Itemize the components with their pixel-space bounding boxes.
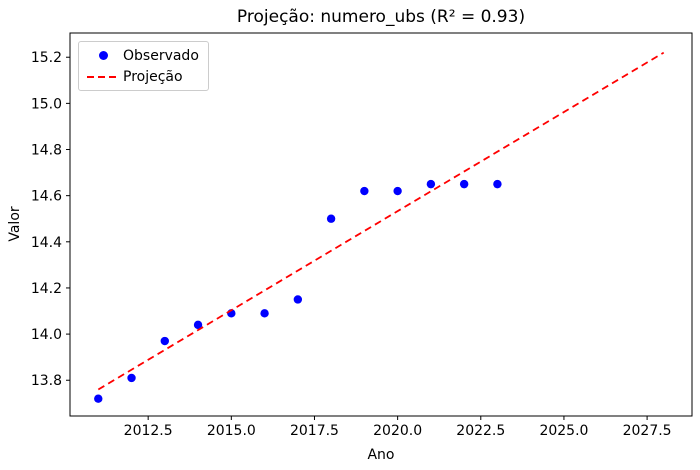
- legend-label-projecao: Projeção: [123, 68, 183, 85]
- x-tick-label: 2020.0: [373, 423, 422, 439]
- y-tick-label: 13.8: [31, 373, 62, 389]
- y-tick-label: 14.6: [31, 189, 62, 205]
- data-point-observado: [260, 309, 269, 318]
- x-tick-label: 2022.5: [456, 423, 505, 439]
- legend-marker-cell: [83, 51, 123, 60]
- legend-dot-icon: [98, 51, 108, 60]
- legend-dash-icon: [87, 75, 119, 78]
- legend-label-observado: Observado: [123, 47, 199, 64]
- data-point-observado: [426, 179, 436, 189]
- data-point-observado: [326, 214, 336, 223]
- data-point-observado: [493, 179, 502, 189]
- y-tick-label: 15.0: [31, 96, 62, 112]
- x-tick-label: 2017.5: [290, 423, 339, 439]
- legend-marker-cell: [83, 75, 123, 78]
- data-point-observado: [360, 186, 369, 196]
- y-tick-label: 15.2: [31, 50, 62, 66]
- x-axis-label: Ano: [367, 447, 395, 463]
- x-tick-label: 2015.0: [207, 423, 256, 439]
- y-tick-label: 14.8: [31, 143, 62, 159]
- x-tick-label: 2027.5: [623, 423, 672, 439]
- plot-border: [69, 32, 693, 417]
- data-point-observado: [94, 394, 103, 403]
- legend: Observado Projeção: [78, 41, 209, 91]
- data-point-observado: [160, 336, 169, 346]
- data-point-observado: [127, 373, 136, 383]
- y-tick-label: 14.0: [31, 327, 62, 343]
- legend-item-observado: Observado: [83, 47, 199, 64]
- y-axis-label: Valor: [7, 206, 23, 242]
- y-tick-label: 14.4: [31, 235, 62, 251]
- x-tick-label: 2012.5: [124, 423, 173, 439]
- legend-item-projecao: Projeção: [83, 68, 199, 85]
- data-point-observado: [193, 320, 203, 330]
- chart-title: Projeção: numero_ubs (R² = 0.93): [236, 7, 526, 27]
- projection-line: [97, 51, 665, 391]
- data-point-observado: [293, 295, 303, 304]
- data-point-observado: [393, 186, 402, 196]
- x-tick-label: 2025.0: [539, 423, 588, 439]
- data-point-observado: [459, 179, 469, 189]
- y-tick-label: 14.2: [31, 281, 62, 297]
